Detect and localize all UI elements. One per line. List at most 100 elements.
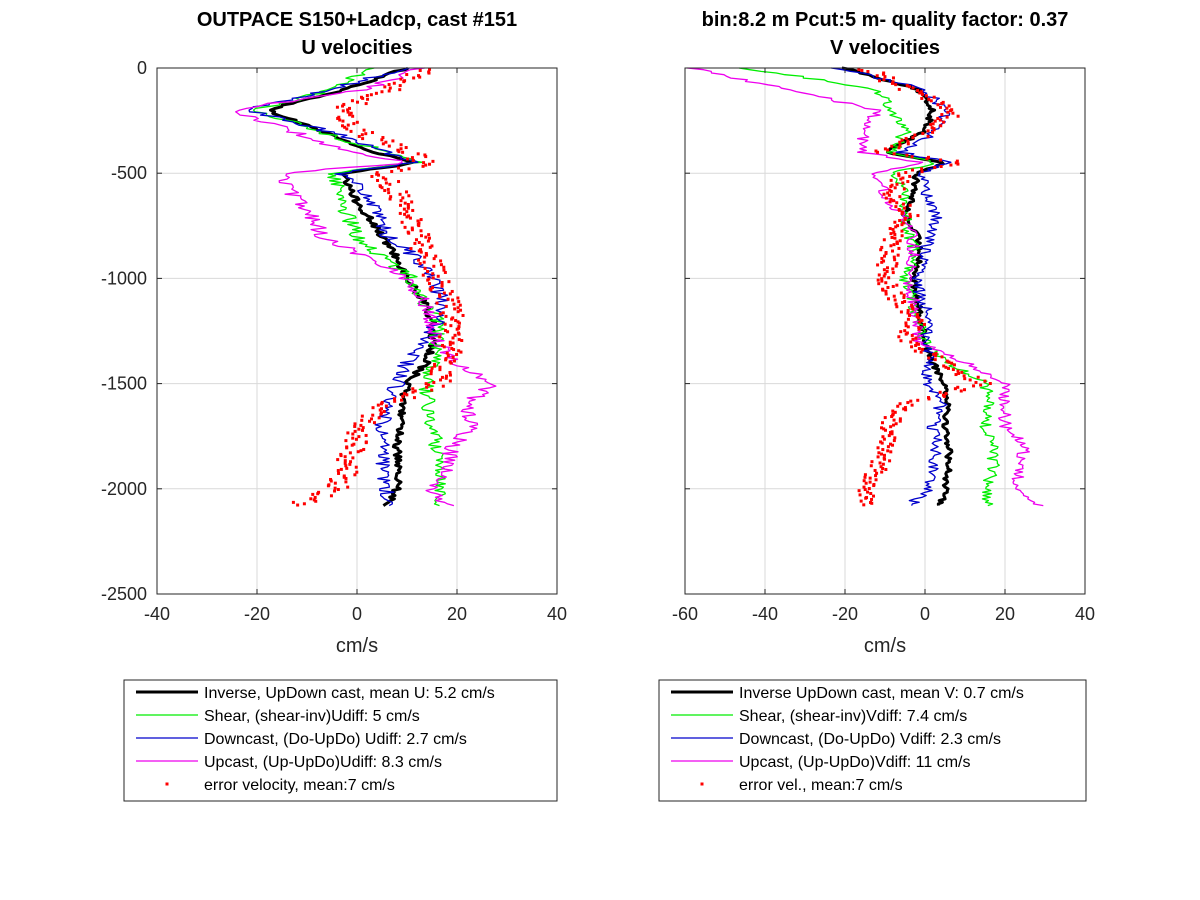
v-error-velocity-point [880,426,884,430]
v-error-velocity-point [859,499,863,503]
u-error-velocity-point [388,86,392,90]
v-x-tick-label: -60 [672,604,698,624]
u-error-velocity-point [336,458,340,462]
u-error-velocity-point [424,251,428,255]
u-y-tick-label: -2000 [101,479,147,499]
u-error-velocity-point [458,303,462,307]
v-error-velocity-point [904,171,908,175]
v-error-velocity-point [906,401,910,405]
u-error-velocity-point [406,206,410,210]
v-error-velocity-point [870,497,874,501]
v-error-velocity-point [882,453,886,457]
u-error-velocity-point [440,284,444,288]
v-error-velocity-point [895,262,899,266]
u-error-velocity-point [442,291,446,295]
u-error-velocity-point [421,164,425,168]
v-error-velocity-point [936,116,940,120]
v-error-velocity-point [873,468,877,472]
v-error-velocity-point [901,176,905,180]
u-error-velocity-point [428,67,432,71]
u-error-velocity-point [357,427,361,431]
v-error-velocity-point [915,341,919,345]
u-x-tick-label: 40 [547,604,567,624]
v-chart-title: bin:8.2 m Pcut:5 m- quality factor: 0.37 [702,9,1069,31]
u-error-velocity-point [349,129,353,133]
u-error-velocity-point [340,124,344,128]
v-error-velocity-point [896,224,900,228]
u-error-velocity-point [372,421,376,425]
u-error-velocity-point [405,73,409,77]
v-error-velocity-point [904,321,908,325]
u-error-velocity-point [414,238,418,242]
u-error-velocity-point [357,435,361,439]
v-error-velocity-point [885,266,889,270]
u-error-velocity-point [444,314,448,318]
v-error-velocity-point [876,455,880,459]
u-error-velocity-point [438,293,442,297]
v-error-velocity-point [868,476,872,480]
v-error-velocity-point [890,415,894,419]
v-error-velocity-point [898,195,902,199]
u-legend: Inverse, UpDown cast, mean U: 5.2 cm/s Sh… [123,679,558,802]
u-error-velocity-point [413,241,417,245]
v-error-velocity-point [889,189,893,193]
u-error-velocity-point [451,355,455,359]
u-error-velocity-point [424,382,428,386]
v-error-velocity-point [887,276,891,280]
v-error-velocity-point [942,364,946,368]
v-error-velocity-point [927,397,931,401]
u-error-velocity-point [451,336,455,340]
v-error-velocity-point [860,68,864,72]
v-error-velocity-point [951,368,955,372]
v-error-velocity-point [862,503,866,507]
u-error-velocity-point [356,450,360,454]
v-error-velocity-point [891,80,895,84]
v-error-velocity-point [892,152,896,156]
u-error-velocity-point [376,178,380,182]
u-error-velocity-point [456,306,460,310]
u-error-velocity-point [387,191,391,195]
u-error-velocity-point [398,211,402,215]
u-error-velocity-point [399,143,403,147]
v-error-velocity-point [949,109,953,113]
v-error-velocity-point [956,385,960,389]
u-error-velocity-point [449,324,453,328]
v-error-velocity-point [893,410,897,414]
v-error-velocity-point [974,380,978,384]
v-error-velocity-point [893,233,897,237]
v-error-velocity-point [908,212,912,216]
v-error-velocity-point [909,340,913,344]
u-error-velocity-point [314,499,318,503]
u-y-tick-label: 0 [137,58,147,78]
u-error-velocity-point [380,90,384,94]
u-error-velocity-point [444,376,448,380]
v-error-velocity-point [910,168,914,172]
v-error-velocity-point [897,173,901,177]
u-error-velocity-point [388,182,392,186]
v-error-velocity-point [885,270,889,274]
u-error-velocity-point [341,119,345,123]
u-error-velocity-point [379,412,383,416]
v-error-velocity-point [911,86,915,90]
v-error-velocity-point [880,421,884,425]
u-x-tick-label: 20 [447,604,467,624]
v-error-velocity-point [880,277,884,281]
u-error-velocity-point [407,214,411,218]
v-error-velocity-point [880,245,884,249]
u-error-velocity-point [451,298,455,302]
v-error-velocity-point [886,148,890,152]
v-error-velocity-point [899,291,903,295]
v-error-velocity-point [918,91,922,95]
v-error-velocity-point [868,480,872,484]
v-error-velocity-point [894,225,898,229]
u-error-velocity-point [424,155,428,159]
u-error-velocity-point [401,150,405,154]
u-error-velocity-point [393,397,397,401]
v-error-velocity-point [921,132,925,136]
v-error-velocity-point [920,167,924,171]
v-error-velocity-point [953,387,957,391]
u-error-velocity-point [402,392,406,396]
u-error-velocity-point [418,262,422,266]
u-velocities-panel: OUTPACE S150+Ladcp, cast #151 U velociti… [101,9,567,802]
v-error-velocity-point [976,375,980,379]
